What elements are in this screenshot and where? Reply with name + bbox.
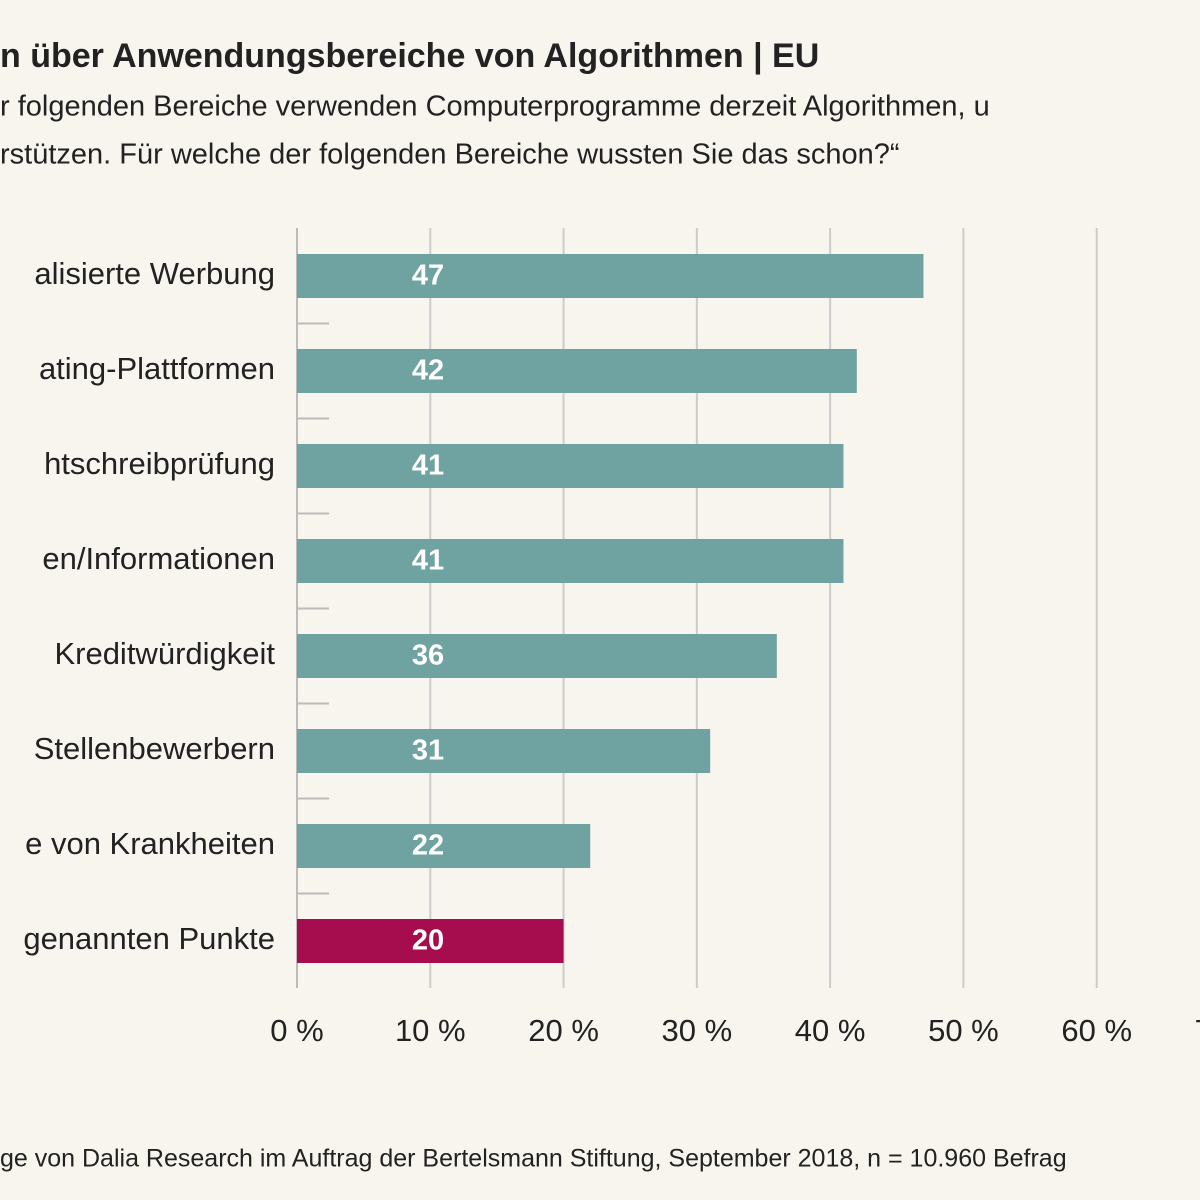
value-label: 42 [412,355,444,387]
value-label: 31 [412,735,444,767]
bar [297,824,591,868]
x-tick-label: 60 % [1061,1013,1132,1048]
y-tick-label: Kreditwürdigkeit [54,636,275,671]
y-tick-label: ating-Plattformen [39,351,275,386]
value-label: 47 [412,260,444,292]
y-tick-label: htschreibprüfung [44,446,275,481]
y-tick-label: Stellenbewerbern [34,731,275,766]
x-tick-label: 0 % [270,1013,323,1048]
bar [297,729,711,773]
y-tick-label: genannten Punkte [23,921,275,956]
y-tick-label: alisierte Werbung [34,256,275,291]
source-note: ge von Dalia Research im Auftrag der Ber… [0,1145,1067,1173]
value-label: 36 [412,640,444,672]
x-tick-label: 70 % [1195,1013,1200,1048]
bar [297,634,777,678]
y-tick-label: e von Krankheiten [25,826,275,861]
x-tick-label: 30 % [662,1013,733,1048]
bar [297,539,844,583]
value-label: 41 [412,450,444,482]
bar [297,444,844,488]
value-label: 41 [412,545,444,577]
x-tick-label: 20 % [528,1013,599,1048]
bar [297,919,564,963]
chart-subtitle: r folgenden Bereiche verwenden Computerp… [0,91,990,123]
chart-subtitle: rstützen. Für welche der folgenden Berei… [0,139,900,171]
x-tick-label: 50 % [928,1013,999,1048]
y-tick-label: en/Informationen [42,541,275,576]
x-tick-label: 10 % [395,1013,466,1048]
bar [297,254,924,298]
value-label: 22 [412,830,444,862]
chart-title: n über Anwendungsbereiche von Algorithme… [0,37,819,75]
bar [297,349,857,393]
x-tick-label: 40 % [795,1013,866,1048]
value-label: 20 [412,925,444,957]
